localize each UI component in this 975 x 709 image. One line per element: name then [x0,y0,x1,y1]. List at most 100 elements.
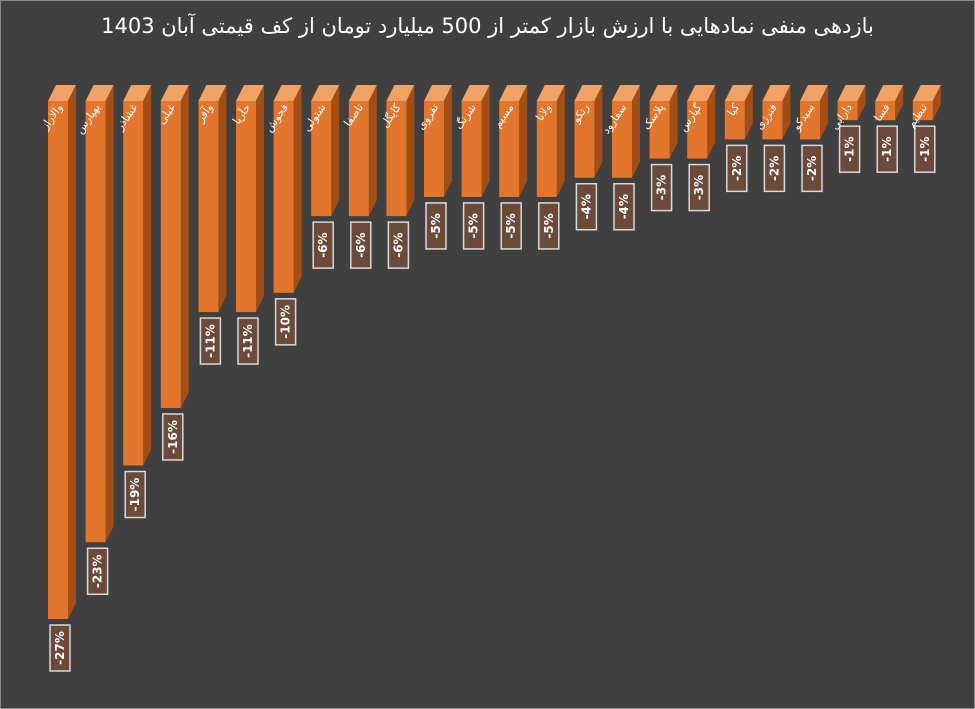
data-label-box [312,221,334,269]
data-label-box [688,163,710,212]
data-label-box [462,202,485,250]
bar-side [143,85,152,466]
data-label-text: -6% [391,232,405,257]
bar-top [348,85,377,101]
data-label-box [914,125,936,173]
data-label: -16% [162,413,184,461]
bar-side [105,85,114,543]
data-label-text: -19% [128,478,142,512]
data-label: -23% [86,547,109,596]
bar-top [724,85,753,101]
bar-side [368,85,377,217]
bar [236,101,256,313]
bar [574,101,595,178]
data-label-box [86,547,109,596]
bar [499,101,520,197]
bar-top [499,85,528,101]
bar-side [180,85,189,408]
data-label-box [613,182,635,231]
data-label: -5% [462,202,485,250]
data-label: -2% [801,144,823,193]
data-label: -5% [500,202,522,250]
data-label-box [650,163,673,212]
bar-side [218,85,227,313]
data-label: -6% [387,221,410,269]
bar-top [273,85,302,101]
bar-side [68,85,76,619]
data-label: -3% [650,163,673,212]
bar-side [895,85,904,121]
bar-top [461,85,490,101]
data-label-text: -2% [730,156,744,181]
bar-side [707,85,716,159]
bar-side [744,85,753,140]
data-labels-group: -27% -23% -19% -16% -11% -11% -10% -6% -6% -6% -5%… [49,125,936,672]
bar-top [762,85,791,101]
bars-group [48,85,941,619]
data-label-text: -10% [279,305,293,339]
data-label-box [237,317,259,365]
data-label-text: -23% [91,554,105,588]
bar-side [932,85,941,121]
bar-side [444,85,452,197]
data-label: -4% [575,182,598,231]
data-label: -11% [199,317,222,365]
data-label-box [763,144,786,193]
data-label-text: -4% [579,194,593,219]
data-label: -1% [914,125,936,173]
bar-side [256,85,264,313]
bar [687,101,708,159]
data-label-text: -6% [316,232,330,257]
data-label-box [726,144,748,193]
data-label-text: -2% [805,156,819,181]
data-label: -6% [350,221,372,269]
bar [348,101,369,217]
bar-side [556,85,565,197]
data-label: -2% [726,144,748,193]
bar [837,101,858,121]
bar-side [669,85,678,159]
bar [123,101,144,466]
data-label-box [162,413,184,461]
data-label-text: -11% [203,324,217,358]
data-label-box [575,182,598,231]
data-label-text: -3% [655,175,669,200]
bar-top [123,85,152,101]
data-label: -1% [876,125,898,173]
data-label-text: -4% [617,194,631,219]
bar-side [406,85,415,217]
data-label-text: -1% [843,137,857,162]
data-label: -10% [274,298,297,346]
bar-side [632,85,640,178]
data-label-box [350,221,372,269]
bar-top [236,85,264,101]
data-label-text: -5% [504,213,518,238]
data-label: -1% [838,125,861,173]
bar-top [649,85,678,101]
data-label: -5% [425,202,447,250]
bar-top [311,85,340,101]
bar-top [536,85,565,101]
data-label-box [124,470,146,519]
bar [724,101,745,140]
bar-side [481,85,490,197]
bar-top [386,85,415,101]
data-label-text: -5% [429,213,443,238]
bar-side [857,85,866,121]
data-label: -5% [538,202,560,250]
bar-top [48,85,76,101]
bar [311,101,332,217]
bar-top [574,85,603,101]
bar-side [331,85,340,217]
bar [160,101,181,408]
bar-top [687,85,716,101]
data-label-box [425,202,447,250]
bar-top [424,85,452,101]
bar [875,101,896,121]
data-label-box [538,202,560,250]
bar-side [293,85,302,293]
bar [198,101,219,313]
bar [273,101,294,293]
data-label: -3% [688,163,710,212]
